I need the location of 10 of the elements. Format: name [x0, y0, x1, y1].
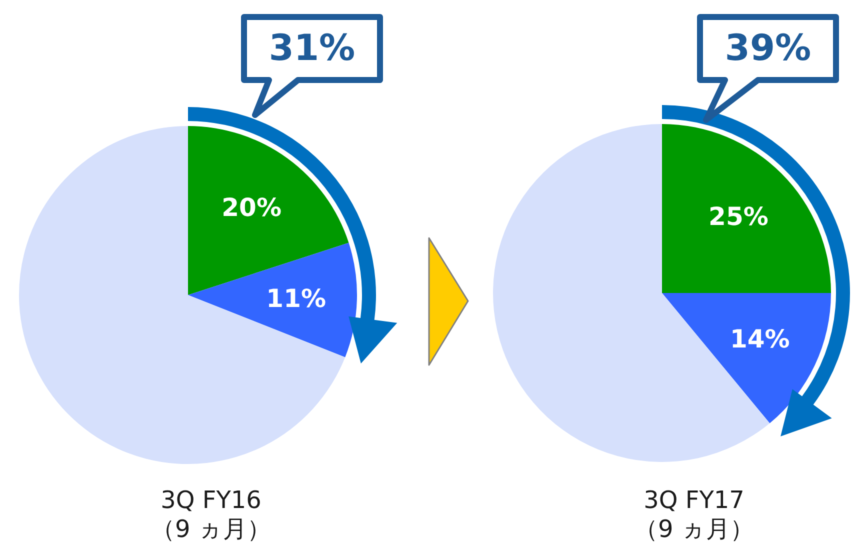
text: （9 ヵ月） — [151, 515, 271, 543]
data-label: 20% — [222, 192, 282, 222]
data-label: 11% — [266, 284, 326, 313]
text: 3Q FY17 — [644, 486, 744, 514]
text: （9 ヵ月） — [634, 515, 754, 543]
text: 31% — [268, 27, 356, 71]
data-label: 25% — [708, 202, 768, 232]
text: 3Q FY16 — [160, 486, 262, 514]
data-label: 14% — [730, 324, 790, 354]
text: 39% — [724, 27, 812, 71]
